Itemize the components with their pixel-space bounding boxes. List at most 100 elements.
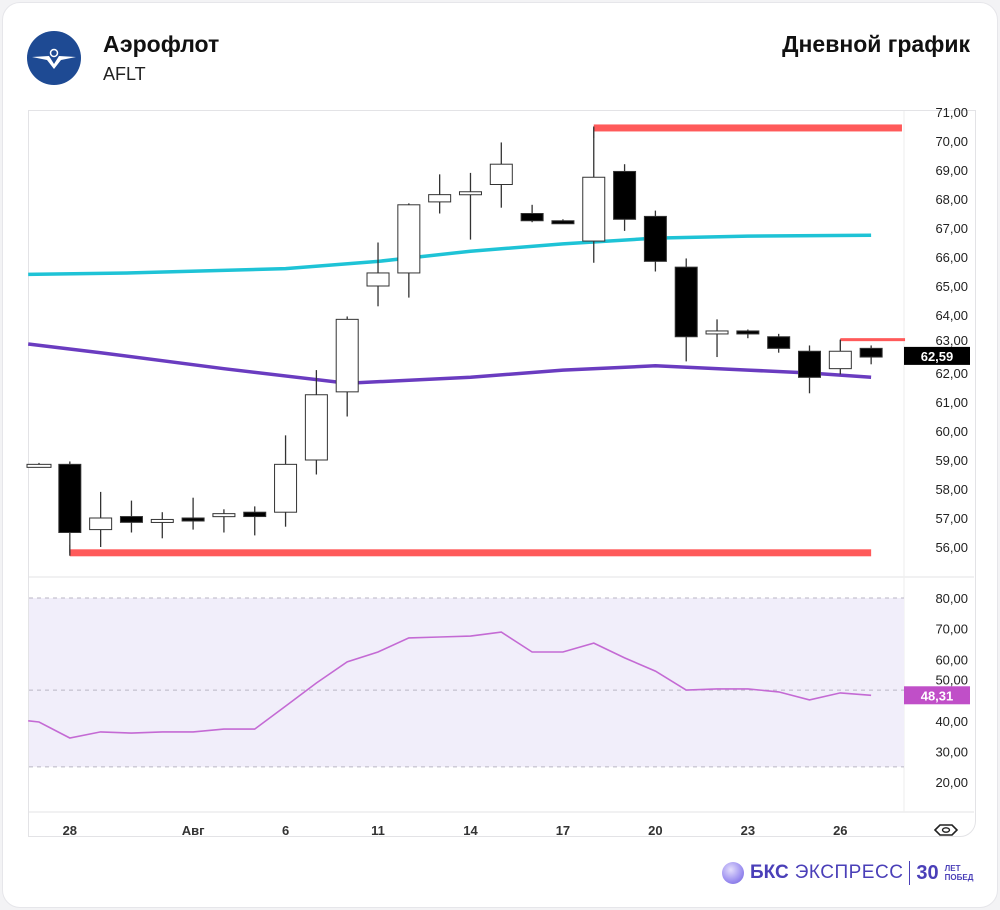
candle — [119, 500, 143, 533]
aeroflot-logo — [27, 31, 81, 85]
candle — [674, 258, 698, 362]
candle-body — [674, 266, 698, 338]
rsi-tick-label: 40,00 — [935, 714, 968, 729]
candle-body — [212, 513, 236, 518]
candle — [397, 203, 421, 298]
candle-body — [58, 463, 82, 534]
candle — [489, 142, 513, 208]
time-tick-label: 26 — [833, 823, 847, 838]
time-tick-label: 23 — [741, 823, 755, 838]
price-tick-label: 65,00 — [935, 279, 968, 294]
candle-body — [798, 350, 821, 378]
time-tick-label: 17 — [556, 823, 570, 838]
time-tick-label: 20 — [648, 823, 662, 838]
price-tick-label: 59,00 — [935, 453, 968, 468]
time-tick-label: 11 — [371, 823, 385, 838]
price-tick-label: 66,00 — [935, 250, 968, 265]
candle-body — [119, 516, 143, 523]
chart-frame — [28, 110, 976, 837]
candle — [736, 329, 760, 339]
price-tick-label: 62,00 — [935, 366, 968, 381]
level-line — [69, 549, 872, 557]
candle-body — [428, 194, 452, 203]
candle-body — [243, 511, 267, 518]
company-name: Аэрофлот — [103, 31, 220, 57]
candle-body — [705, 330, 729, 335]
rsi-tick-label: 20,00 — [935, 775, 968, 790]
price-tick-label: 60,00 — [935, 424, 968, 439]
candle — [582, 126, 606, 263]
ticker-symbol: AFLT — [103, 64, 146, 84]
candle — [335, 316, 359, 417]
candle — [613, 164, 637, 231]
candle — [212, 509, 236, 533]
candle-body — [582, 176, 606, 242]
candle — [458, 172, 482, 240]
candle-body — [736, 330, 760, 335]
bks-sphere-icon — [722, 862, 744, 884]
candle-body — [643, 215, 667, 262]
candle — [520, 204, 544, 223]
candle-body — [150, 518, 174, 523]
eye-icon[interactable] — [933, 824, 959, 836]
moving-average-fast-line — [28, 233, 872, 277]
candle — [304, 370, 328, 475]
price-tick-label: 64,00 — [935, 308, 968, 323]
candle-body — [551, 220, 575, 225]
price-tick-label: 69,00 — [935, 163, 968, 178]
bks-express-logo: БКС ЭКСПРЕСС 30 ЛЕТ ПОБЕД — [722, 858, 973, 888]
candle-body — [397, 204, 421, 274]
candle — [58, 461, 82, 556]
anniversary-text: ЛЕТ ПОБЕД — [945, 864, 974, 882]
anniversary-line1: ЛЕТ — [944, 864, 961, 873]
candle — [705, 319, 729, 358]
candle-body — [26, 463, 52, 468]
last-price-badge — [904, 346, 970, 365]
anniversary-number: 30 — [916, 861, 939, 884]
candle-body — [767, 336, 791, 349]
rsi-tick-label: 70,00 — [935, 622, 968, 637]
eye-pupil — [941, 827, 951, 833]
candle — [428, 174, 452, 214]
price-tick-label: 61,00 — [935, 395, 968, 410]
price-tick-label: 63,00 — [935, 333, 968, 348]
candle — [551, 219, 575, 225]
price-tick-label: 56,00 — [935, 540, 968, 555]
rsi-line — [28, 631, 872, 739]
brand-bold: БКС — [750, 862, 789, 883]
candle — [243, 506, 267, 536]
winged-emblem-icon — [32, 48, 76, 69]
candle — [181, 497, 205, 530]
rsi-tick-label: 50,00 — [935, 672, 968, 687]
level-line — [840, 338, 906, 342]
candle — [89, 491, 113, 547]
divider — [909, 861, 911, 885]
chart-period-title: Дневной график — [782, 31, 970, 57]
candle-body — [181, 517, 205, 522]
time-tick-label: 14 — [463, 823, 478, 838]
candle — [828, 339, 852, 375]
candle-body — [304, 394, 328, 461]
rsi-last-value-label: 48,31 — [921, 688, 954, 703]
candle-body — [335, 318, 359, 393]
candle — [767, 333, 791, 353]
candle-body — [89, 517, 113, 531]
candle-body — [828, 350, 852, 370]
candle-body — [274, 463, 298, 513]
rsi-last-value-badge — [904, 686, 970, 705]
level-line — [593, 124, 902, 132]
candle-body — [859, 347, 883, 358]
candle — [859, 345, 883, 365]
candle — [643, 210, 667, 272]
price-tick-label: 67,00 — [935, 221, 968, 236]
candle-body — [613, 170, 637, 220]
rsi-tick-label: 80,00 — [935, 591, 968, 606]
candle-body — [520, 213, 544, 222]
eye-outline — [933, 824, 959, 836]
time-tick-label: 6 — [282, 823, 289, 838]
price-tick-label: 70,00 — [935, 134, 968, 149]
moving-average-slow-line — [27, 342, 872, 385]
price-tick-label: 68,00 — [935, 192, 968, 207]
anniversary-line2: ПОБЕД — [944, 873, 974, 882]
